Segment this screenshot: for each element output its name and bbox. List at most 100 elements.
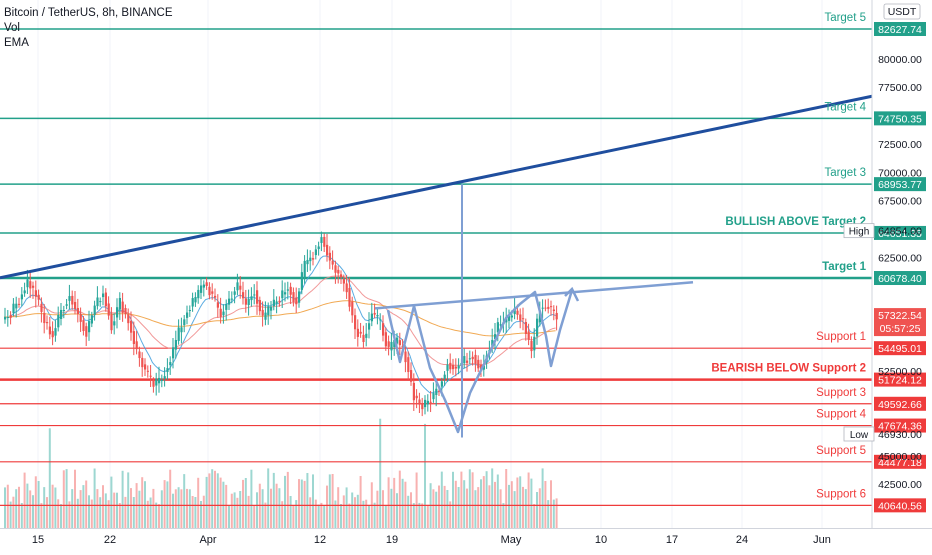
volume-bar: [32, 495, 34, 528]
candle-body: [43, 312, 46, 324]
volume-bar: [480, 479, 482, 528]
target-price-tag[interactable]: 82627.74: [878, 24, 922, 36]
volume-bar: [552, 499, 555, 528]
candle-body: [177, 327, 180, 341]
support-price-tag[interactable]: 51724.12: [878, 375, 922, 387]
last-price-label[interactable]: 57322.54: [878, 310, 922, 322]
candle-body: [331, 260, 334, 265]
support-price-tag[interactable]: 40640.56: [878, 500, 922, 512]
volume-bar: [155, 502, 158, 528]
neckline: [374, 281, 694, 310]
candle-body: [146, 370, 149, 372]
candle-body: [216, 302, 219, 308]
candle-body: [127, 314, 130, 324]
volume-bar: [253, 505, 256, 528]
candle-body: [267, 306, 270, 316]
candle-body: [550, 306, 553, 308]
candle-body: [270, 306, 273, 311]
candle-body: [102, 293, 105, 298]
candle-body: [510, 315, 513, 318]
volume-bar: [46, 497, 48, 528]
support-price-tag[interactable]: 49592.66: [878, 399, 922, 411]
candle-body: [250, 296, 253, 301]
symbol-title[interactable]: Bitcoin / TetherUS, 8h, BINANCE: [4, 7, 173, 19]
time-axis[interactable]: 15 22 Apr 12 19 May 10 17 24 Jun: [0, 528, 932, 547]
candle-body: [494, 334, 497, 340]
candle-body: [20, 294, 23, 300]
volume-bar: [491, 468, 494, 528]
candle-body: [118, 298, 121, 310]
volume-bar: [71, 489, 74, 528]
target-price-tag[interactable]: 68953.77: [878, 179, 922, 191]
candle-body: [141, 357, 144, 368]
volume-bar: [401, 478, 404, 528]
volume-bar: [342, 495, 345, 528]
candle-body: [29, 281, 32, 289]
volume-bar: [216, 473, 219, 528]
volume-bar: [443, 485, 446, 528]
candle-body: [471, 356, 474, 360]
volume-bar: [337, 487, 340, 528]
volume-bar: [289, 496, 292, 528]
candle-body: [40, 303, 43, 312]
volume-bar: [107, 500, 110, 528]
target-price-tag[interactable]: 64651.35: [878, 228, 922, 240]
price-tick-label: 70000.00: [878, 167, 922, 179]
volume-bar: [516, 477, 519, 528]
candle-body: [121, 301, 124, 313]
ema-indicator-label[interactable]: EMA: [4, 37, 29, 49]
low-marker-label: Low: [850, 430, 869, 441]
volume-bar: [309, 497, 312, 528]
volume-indicator-label[interactable]: Vol: [4, 22, 20, 34]
target-price-tag[interactable]: 60678.40: [878, 273, 922, 285]
volume-bar: [149, 497, 152, 528]
candle-body: [541, 307, 544, 309]
support-label: Support 5: [816, 445, 866, 457]
time-tick-label: 22: [104, 534, 116, 546]
support-price-tag[interactable]: 54495.01: [878, 343, 922, 355]
candle-body: [208, 286, 211, 296]
support-price-tag[interactable]: 47674.36: [878, 421, 922, 433]
candle-body: [426, 400, 429, 405]
volume-bar: [295, 500, 298, 528]
price-tick-label: 45000.00: [878, 451, 922, 463]
volume-bar: [130, 488, 132, 528]
support-label: BEARISH BELOW Support 2: [711, 363, 866, 375]
volume-bar: [345, 487, 348, 528]
candle-body: [275, 301, 278, 304]
volume-bar: [365, 499, 368, 528]
price-axis[interactable]: 82627.74 74750.35 68953.77 64651.35 60678.40…: [843, 0, 932, 550]
candle-body: [258, 300, 261, 312]
candle-body: [468, 358, 471, 360]
candle-body: [446, 364, 449, 371]
volume-bar: [477, 487, 480, 528]
support-price-tag[interactable]: 44477.18: [878, 457, 922, 469]
candle-body: [211, 291, 214, 294]
time-tick-label: 17: [666, 534, 678, 546]
candle-body: [152, 380, 155, 387]
price-tick-label: 67500.00: [878, 196, 922, 208]
candle-body: [99, 301, 102, 303]
volume-bar: [485, 471, 488, 528]
candle-body: [491, 339, 494, 346]
candle-body: [292, 292, 295, 303]
target-price-tag[interactable]: 74750.35: [878, 113, 922, 125]
volume-bar: [536, 492, 538, 528]
currency-badge[interactable]: USDT: [888, 6, 917, 18]
candle-body: [354, 315, 357, 330]
volume-bar: [138, 490, 141, 528]
candle-body: [499, 324, 502, 326]
volume-bar: [34, 476, 37, 528]
candle-body: [387, 341, 390, 347]
volume-bar: [328, 474, 331, 528]
candle-body: [552, 309, 555, 311]
candle-body: [508, 315, 511, 321]
volume-bar: [166, 481, 169, 528]
volume-bar: [40, 503, 43, 528]
volume-bar: [233, 492, 236, 528]
candle-body: [438, 390, 441, 392]
volume-bar: [93, 468, 96, 528]
candle-body: [306, 259, 309, 265]
